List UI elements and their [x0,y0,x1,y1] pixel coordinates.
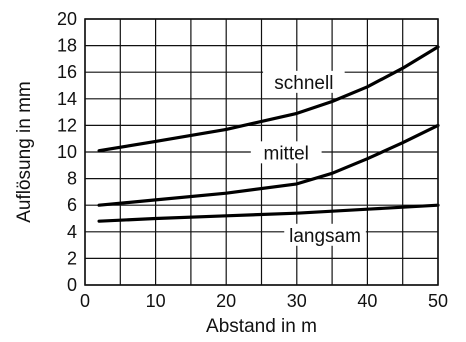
series-line-mittel [97,123,440,207]
series-label-schnell: schnell [274,73,333,94]
x-tick-label: 40 [357,291,377,311]
y-tick-label: 2 [67,248,77,268]
x-tick-label: 20 [216,291,236,311]
series-label-bg [250,141,322,164]
y-tick-label: 8 [67,169,77,189]
x-axis-label: Abstand in m [206,316,317,337]
y-tick-label: 10 [57,142,77,162]
y-tick-label: 20 [57,9,77,29]
series-label-bg [263,70,345,93]
series-labels: schnell mittel langsam [250,70,366,247]
tick-labels: 0 10 20 30 40 50 0 2 4 6 8 10 12 14 16 18 20 [57,9,448,311]
y-axis-label: Auflösung in mm [14,81,35,223]
series-line-langsam [97,203,440,223]
x-tick-label: 0 [80,291,90,311]
x-tick-label: 30 [287,291,307,311]
y-tick-label: 12 [57,115,77,135]
series-line-schnell [97,45,440,153]
y-tick-label: 18 [57,36,77,56]
x-tick-label: 10 [146,291,166,311]
plot-frame [84,18,439,286]
series-label-bg [284,223,366,246]
series-label-langsam: langsam [289,226,361,247]
series-label-mittel: mittel [264,143,309,164]
x-tick-label: 50 [428,291,448,311]
series-layer [97,45,440,223]
y-tick-label: 4 [67,222,77,242]
y-tick-label: 6 [67,195,77,215]
y-tick-label: 14 [57,89,77,109]
y-tick-label: 0 [67,275,77,295]
y-tick-label: 16 [57,62,77,82]
